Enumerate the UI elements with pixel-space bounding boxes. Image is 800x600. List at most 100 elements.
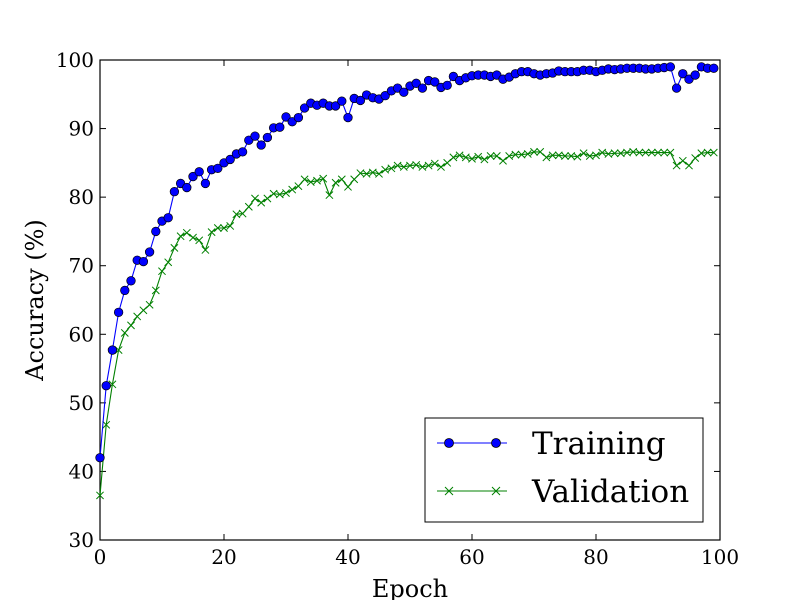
series-layer [95,62,719,500]
validation-point [542,153,551,162]
axis-ticks [99,59,721,541]
training-point [138,256,149,267]
validation-point [399,163,408,171]
validation-point [127,321,135,330]
validation-point [474,152,483,161]
training-point [225,154,235,165]
validation-point [96,491,104,500]
validation-point [517,150,526,159]
validation-point [201,245,210,254]
training-point [262,132,273,143]
validation-point [443,158,452,167]
training-point [275,122,285,132]
training-point [355,95,366,106]
validation-point [660,148,669,157]
validation-point [120,328,129,337]
validation-point [437,163,445,171]
validation-point [604,149,613,158]
x-tick-label: 100 [701,545,739,569]
y-tick-label: 60 [69,322,94,346]
validation-point [567,152,576,160]
validation-point [232,210,241,219]
y-tick-label: 80 [69,185,94,209]
validation-point [505,152,514,160]
training-point [678,69,688,79]
validation-point [573,152,582,161]
training-point [709,63,719,73]
training-point [101,381,111,391]
y-tick-label: 40 [69,459,94,483]
validation-point [182,228,191,237]
training-point [126,276,136,286]
training-point [442,80,452,91]
validation-point [133,312,142,321]
validation-point [678,156,687,165]
validation-point [616,149,625,158]
validation-point [548,151,557,160]
validation-point [554,151,563,160]
training-point [163,213,173,223]
y-tick-label: 90 [69,117,94,141]
validation-point [238,209,247,218]
y-tick-label: 50 [69,391,94,415]
validation-point [325,191,334,200]
validation-point [319,174,328,183]
legend: Training Validation [424,417,704,523]
legend-validation-label: Validation [531,474,689,510]
x-tick-label: 0 [94,545,107,569]
validation-point [709,148,718,157]
validation-point [362,169,371,178]
validation-point [486,152,495,160]
y-tick-label: 100 [56,48,94,72]
training-point [399,87,409,97]
x-tick-label: 20 [211,545,236,569]
validation-point [288,185,297,194]
validation-point [523,149,532,158]
validation-point [654,148,662,157]
training-point [169,187,180,197]
validation-point [393,161,402,170]
training-point [250,131,260,141]
validation-point [368,168,377,177]
validation-point [145,300,154,309]
validation-point [685,161,693,170]
legend-training-label: Training [532,426,666,462]
validation-point [176,232,185,241]
training-point [151,226,161,237]
validation-point [455,151,464,160]
legend-training-marker-right [491,438,501,448]
training-point [380,91,390,101]
validation-point [220,224,228,232]
validation-point [585,152,594,160]
validation-point [418,163,427,171]
validation-point [139,306,148,315]
training-point [200,178,211,189]
training-point [690,70,700,80]
validation-point [672,161,681,170]
validation-point [251,194,259,203]
validation-point [647,148,656,157]
validation-point [381,165,390,174]
validation-point [213,224,222,232]
validation-point [300,175,309,184]
validation-point [412,160,421,169]
y-tick-label: 70 [69,254,94,278]
legend-training-marker-left [444,438,454,448]
y-tick-label: 30 [69,528,94,552]
validation-point [468,154,476,163]
validation-point [226,221,235,230]
validation-point [598,148,607,157]
validation-point [275,190,284,199]
y-axis-title: Accuracy (%) [21,219,49,382]
training-point [113,307,124,317]
validation-point [151,286,160,295]
validation-point [666,148,675,157]
training-point [330,101,341,111]
x-tick-label: 60 [459,545,484,569]
series-training [95,62,719,463]
validation-point [263,194,272,203]
validation-point [195,236,204,245]
validation-point [158,267,166,276]
training-point [95,453,105,463]
validation-point [294,182,303,191]
